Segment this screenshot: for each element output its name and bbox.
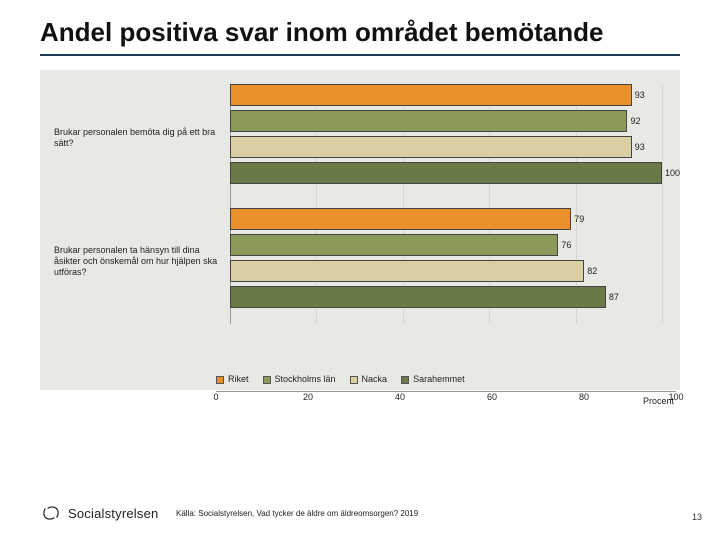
x-tick: 60 (487, 392, 497, 402)
bar (230, 136, 632, 158)
bar (230, 234, 558, 256)
bar-value-label: 87 (609, 286, 635, 308)
bars-container: 93 92 93 100 (230, 84, 662, 192)
bar (230, 162, 662, 184)
legend-label: Sarahemmet (413, 374, 465, 384)
chart-group: Brukar personalen ta hänsyn till dina ås… (54, 208, 666, 316)
legend-swatch (216, 376, 224, 384)
bar (230, 260, 584, 282)
chart: Brukar personalen bemöta dig på ett bra … (40, 70, 680, 390)
bar-row: 100 (230, 162, 662, 184)
group-label: Brukar personalen bemöta dig på ett bra … (54, 127, 222, 150)
bar-row: 93 (230, 84, 662, 106)
bar-row: 79 (230, 208, 662, 230)
bar-value-label: 93 (635, 136, 661, 158)
legend: Riket Stockholms län Nacka Sarahemmet (216, 374, 465, 384)
bar-value-label: 82 (587, 260, 613, 282)
bar-row: 82 (230, 260, 662, 282)
bar-row: 87 (230, 286, 662, 308)
legend-item: Riket (216, 374, 249, 384)
bars-container: 79 7682 87 (230, 208, 662, 316)
bar (230, 208, 571, 230)
legend-label: Nacka (362, 374, 388, 384)
page-title: Andel positiva svar inom området bemötan… (40, 18, 680, 56)
legend-label: Stockholms län (275, 374, 336, 384)
socialstyrelsen-logo-icon (40, 504, 62, 522)
bar-value-label: 76 (561, 234, 587, 256)
bar-value-label: 92 (630, 110, 656, 132)
bar-value-label: 100 (665, 162, 691, 184)
chart-group: Brukar personalen bemöta dig på ett bra … (54, 84, 666, 192)
legend-item: Nacka (350, 374, 388, 384)
bar-value-label: 93 (635, 84, 661, 106)
logo-text: Socialstyrelsen (68, 506, 158, 521)
bar-value-label: 79 (574, 208, 600, 230)
bar-row: 92 (230, 110, 662, 132)
x-axis-unit: Procent (643, 396, 674, 406)
x-tick: 80 (579, 392, 589, 402)
legend-swatch (350, 376, 358, 384)
legend-swatch (401, 376, 409, 384)
bar (230, 286, 606, 308)
legend-label: Riket (228, 374, 249, 384)
bar-row: 76 (230, 234, 662, 256)
legend-swatch (263, 376, 271, 384)
source-text: Källa: Socialstyrelsen, Vad tycker de äl… (176, 509, 418, 518)
footer-logo: Socialstyrelsen (40, 504, 158, 522)
bar (230, 110, 627, 132)
x-tick: 40 (395, 392, 405, 402)
legend-item: Sarahemmet (401, 374, 465, 384)
legend-item: Stockholms län (263, 374, 336, 384)
bar-row: 93 (230, 136, 662, 158)
page-number: 13 (692, 512, 702, 522)
x-tick: 0 (213, 392, 218, 402)
x-tick: 20 (303, 392, 313, 402)
group-label: Brukar personalen ta hänsyn till dina ås… (54, 245, 222, 279)
bar (230, 84, 632, 106)
